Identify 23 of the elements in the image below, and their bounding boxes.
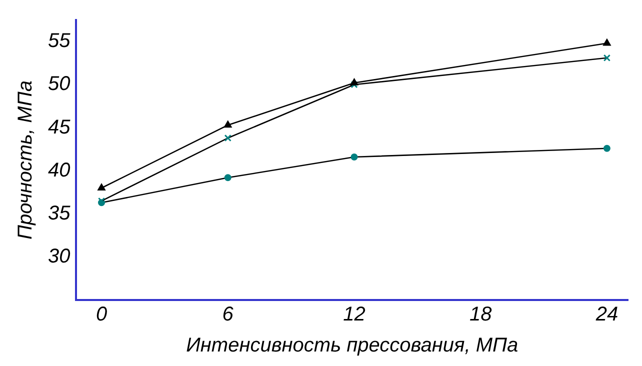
point (224, 134, 232, 142)
x-tick-label: 0 (96, 304, 108, 326)
point (350, 81, 358, 88)
y-axis-title: Прочность, МПа (14, 80, 37, 240)
point (603, 144, 610, 152)
point (350, 78, 358, 86)
y-tick-label: 35 (48, 202, 72, 224)
x-axis-title: Интенсивность прессования, МПа (186, 334, 518, 357)
point (224, 120, 232, 128)
y-tick-label: 50 (48, 73, 70, 96)
point (98, 184, 106, 190)
y-tick-label: 40 (48, 159, 70, 182)
x-tick-label: 24 (594, 304, 618, 326)
point (603, 54, 611, 62)
point (350, 153, 358, 160)
x-tick-label: 12 (343, 304, 366, 326)
y-tick-label: 30 (48, 245, 70, 268)
point (224, 174, 232, 182)
x-tick-label: 6 (222, 304, 234, 326)
y-tick-label: 55 (48, 30, 72, 52)
point (602, 38, 611, 46)
y-tick-label: 45 (48, 116, 72, 138)
x-tick-label: 18 (469, 304, 492, 326)
